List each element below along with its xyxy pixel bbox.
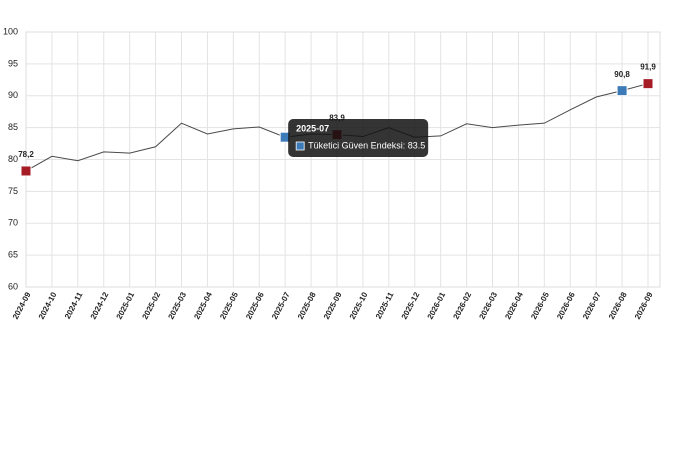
x-tick-label: 2024-12 <box>89 290 111 321</box>
tooltip: 2025-07 Tüketici Güven Endeksi: 83.5 <box>288 119 429 157</box>
x-tick-label: 2025-12 <box>400 290 422 321</box>
x-tick-label: 2026-07 <box>581 290 603 321</box>
x-tick-label: 2025-08 <box>296 290 318 321</box>
x-tick-label: 2024-11 <box>63 290 85 320</box>
plot-border <box>25 31 661 288</box>
tooltip-box <box>288 119 429 157</box>
x-tick-label: 2026-05 <box>529 290 551 321</box>
x-tick-label: 2025-09 <box>322 290 344 321</box>
y-tick-label: 80 <box>8 154 18 164</box>
tooltip-label: Tüketici Güven Endeksi: 83.5 <box>308 140 425 150</box>
x-tick-label: 2025-03 <box>166 290 188 321</box>
x-tick-label: 2024-09 <box>11 290 33 321</box>
y-tick-label: 90 <box>8 90 18 100</box>
y-tick-label: 70 <box>8 218 18 228</box>
y-tick-label: 65 <box>8 250 18 260</box>
x-tick-label: 2026-08 <box>607 290 629 321</box>
point-marker <box>616 85 628 97</box>
x-tick-label: 2025-07 <box>270 290 292 321</box>
value-label: 90,8 <box>614 70 630 79</box>
x-tick-label: 2025-05 <box>218 290 240 321</box>
x-tick-label: 2026-06 <box>555 290 577 321</box>
x-tick-label: 2026-03 <box>477 290 499 321</box>
x-tick-label: 2025-04 <box>192 290 214 321</box>
value-label: 83,9 <box>329 114 345 123</box>
x-tick-label: 2025-01 <box>115 290 137 321</box>
x-tick-label: 2025-10 <box>348 290 370 321</box>
y-tick-label: 100 <box>3 26 18 36</box>
x-tick-label: 2026-02 <box>451 290 473 321</box>
x-tick-label: 2025-06 <box>244 290 266 321</box>
x-tick-label: 2024-10 <box>37 290 59 321</box>
value-label: 91,9 <box>640 63 656 72</box>
y-tick-label: 75 <box>8 186 18 196</box>
x-tick-label: 2025-11 <box>374 290 396 320</box>
y-tick-label: 60 <box>8 281 18 291</box>
y-tick-label: 85 <box>8 122 18 132</box>
x-tick-label: 2026-04 <box>503 290 525 321</box>
point-marker <box>642 78 654 90</box>
x-tick-label: 2026-01 <box>426 290 448 321</box>
x-tick-label: 2025-02 <box>140 290 162 321</box>
y-tick-label: 95 <box>8 58 18 68</box>
value-label: 78,2 <box>18 150 34 159</box>
tooltip-title: 2025-07 <box>296 123 329 133</box>
point-marker <box>20 165 32 177</box>
x-tick-label: 2026-09 <box>633 290 655 321</box>
tooltip-swatch <box>295 141 305 151</box>
